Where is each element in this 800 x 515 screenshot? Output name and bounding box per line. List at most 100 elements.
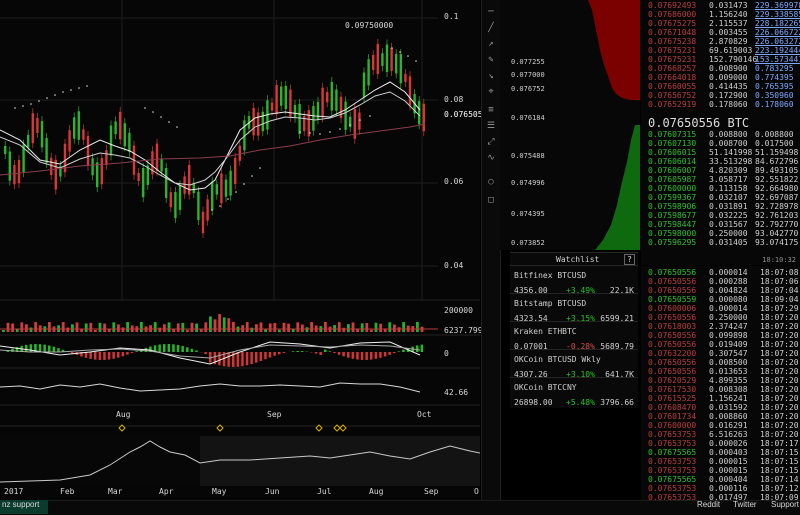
bid-row[interactable]: 0.07598447 0.031567 92.792770 [641, 220, 800, 229]
order-price: 0.07606014 [648, 157, 696, 166]
order-total: 0.178060 [755, 100, 794, 109]
chart-area[interactable]: 0.1 0.08 0.0765055 0.06 0.04 0.09750000 … [0, 0, 480, 500]
trade-row[interactable]: 0.07650556 0.099898 18:07:20 [641, 331, 800, 340]
macd-bar [237, 352, 240, 367]
macd-bar [361, 352, 364, 360]
trade-row[interactable]: 0.07650559 0.000080 18:09:04 [641, 295, 800, 304]
trade-row[interactable]: 0.07618003 2.374247 18:07:20 [641, 322, 800, 331]
trade-row[interactable]: 0.07650556 0.019409 18:07:20 [641, 340, 800, 349]
bid-row[interactable]: 0.07606015 51.141998 51.159498 [641, 148, 800, 157]
ask-row[interactable]: 0.07675275 2.115537 228.182265 [641, 19, 800, 28]
trade-row[interactable]: 0.07650556 0.013653 18:07:20 [641, 367, 800, 376]
macd-bar [315, 352, 318, 354]
ask-row[interactable]: 0.07660055 0.414435 0.765395 [641, 82, 800, 91]
footer-reddit-link[interactable]: Reddit [697, 500, 720, 509]
trade-row[interactable]: 0.07600000 0.016291 18:07:20 [641, 421, 800, 430]
trade-row[interactable]: 0.07632200 0.307547 18:07:20 [641, 349, 800, 358]
trade-price: 0.07650556 [648, 277, 696, 286]
trade-row[interactable]: 0.07653753 0.000015 18:07:15 [641, 457, 800, 466]
ask-row[interactable]: 0.07671048 0.003455 226.066722 [641, 28, 800, 37]
bid-row[interactable]: 0.07606007 4.820309 89.493105 [641, 166, 800, 175]
trade-row[interactable]: 0.07650556 0.004824 18:07:04 [641, 286, 800, 295]
trade-qty: 0.000015 [709, 457, 748, 466]
trade-row[interactable]: 0.07650556 0.250000 18:07:20 [641, 313, 800, 322]
ask-row[interactable]: 0.07675238 2.870829 226.063272 [641, 37, 800, 46]
text-icon[interactable]: ≡ [485, 104, 497, 116]
macd-bar [370, 352, 373, 360]
watchlist-help-icon[interactable]: ? [624, 254, 635, 265]
pencil-icon[interactable]: ✎ [485, 54, 497, 66]
ask-row[interactable]: 0.07692493 0.031473 229.369978 [641, 1, 800, 10]
order-qty: 0.031567 [709, 220, 748, 229]
trade-row[interactable]: 0.07601734 0.008860 18:07:20 [641, 412, 800, 421]
cursor-icon[interactable]: ⌖ [485, 86, 497, 98]
trade-row[interactable]: 0.07617530 0.008308 18:07:20 [641, 385, 800, 394]
trade-row[interactable]: 0.07675565 0.000403 18:07:15 [641, 448, 800, 457]
trade-row[interactable]: 0.07653753 6.516263 18:07:20 [641, 430, 800, 439]
macd-bar [103, 352, 106, 360]
volume-bar [103, 324, 106, 332]
volume-bar [246, 322, 249, 332]
time-top-sep: Sep [267, 410, 281, 419]
volume-bar [301, 325, 304, 332]
macd-bar [283, 352, 286, 353]
trade-row[interactable]: 0.07600006 0.000014 18:07:29 [641, 304, 800, 313]
bid-row[interactable]: 0.07598677 0.032225 92.761203 [641, 211, 800, 220]
trade-row[interactable]: 0.07608470 0.031592 18:07:20 [641, 403, 800, 412]
trade-row[interactable]: 0.07653753 0.000116 18:07:12 [641, 484, 800, 493]
ask-row[interactable]: 0.07652919 0.178060 0.178060 [641, 100, 800, 109]
line-icon[interactable]: ─ [485, 6, 497, 18]
order-price: 0.07605987 [648, 175, 696, 184]
trade-row[interactable]: 0.07653753 0.000015 18:07:15 [641, 466, 800, 475]
volume-bar [11, 324, 14, 332]
fib-icon[interactable]: ☰ [485, 120, 497, 132]
candle-body [160, 159, 162, 172]
bid-row[interactable]: 0.07600000 0.113158 92.664980 [641, 184, 800, 193]
trade-time: 18:07:20 [760, 385, 799, 394]
brush-icon[interactable]: ∿ [485, 152, 497, 164]
circle-icon[interactable]: ○ [485, 176, 497, 188]
bid-row[interactable]: 0.07598000 0.250000 93.042770 [641, 229, 800, 238]
bid-row[interactable]: 0.07607130 0.008700 0.017500 [641, 139, 800, 148]
ask-row[interactable]: 0.07675231 69.619003 223.192444 [641, 46, 800, 55]
trade-row[interactable]: 0.07650556 0.000288 18:07:06 [641, 277, 800, 286]
bid-row[interactable]: 0.07598906 0.031891 92.728978 [641, 202, 800, 211]
footer-support-label[interactable]: nz support [2, 500, 39, 509]
ask-row[interactable]: 0.07668257 0.008900 0.783295 [641, 64, 800, 73]
arrow-icon[interactable]: ↗ [485, 38, 497, 50]
trade-row[interactable]: 0.07650556 0.000014 18:07:08 [641, 268, 800, 277]
macd-bar [388, 352, 391, 355]
macd-bar [264, 352, 267, 359]
trade-row[interactable]: 0.07675565 0.000404 18:07:14 [641, 475, 800, 484]
bid-row[interactable]: 0.07596295 0.031405 93.074175 [641, 238, 800, 247]
footer-twitter-link[interactable]: Twitter [733, 500, 757, 509]
trade-qty: 0.250000 [709, 313, 748, 322]
candle-body [142, 168, 144, 197]
volume-bar [154, 322, 157, 332]
bid-row[interactable]: 0.07606014 33.513298 84.672796 [641, 157, 800, 166]
measure-icon[interactable]: ⤢ [485, 136, 497, 148]
trade-price: 0.07650556 [648, 367, 696, 376]
bid-row[interactable]: 0.07599367 0.032107 92.697087 [641, 193, 800, 202]
square-icon[interactable]: □ [485, 194, 497, 206]
footer-support-link[interactable]: Support [771, 500, 799, 509]
ray-icon[interactable]: ╱ [485, 22, 497, 34]
trade-time: 18:07:20 [760, 376, 799, 385]
order-qty: 0.031891 [709, 202, 748, 211]
bid-row[interactable]: 0.07607315 0.008800 0.008800 [641, 130, 800, 139]
diagonal-icon[interactable]: ↘ [485, 70, 497, 82]
ask-row[interactable]: 0.07675231 152.790146 153.573441 [641, 55, 800, 64]
ask-row[interactable]: 0.07656752 0.172900 0.350960 [641, 91, 800, 100]
trade-row[interactable]: 0.07620529 4.899355 18:07:20 [641, 376, 800, 385]
bid-row[interactable]: 0.07605987 3.058717 92.551822 [641, 175, 800, 184]
watchlist-item[interactable]: OKCoin BTCCNY 26898.00 +5.48% 3796.66 [510, 377, 638, 418]
ask-row[interactable]: 0.07664018 0.009000 0.774395 [641, 73, 800, 82]
macd-bar [273, 352, 276, 356]
trade-row[interactable]: 0.07653753 0.000026 18:07:17 [641, 439, 800, 448]
trade-price: 0.07600000 [648, 421, 696, 430]
ask-row[interactable]: 0.07686000 1.156240 229.338585 [641, 10, 800, 19]
order-price: 0.07656752 [648, 91, 696, 100]
trade-qty: 0.000288 [709, 277, 748, 286]
trade-row[interactable]: 0.07650556 0.008500 18:07:20 [641, 358, 800, 367]
trade-row[interactable]: 0.07615525 1.156241 18:07:20 [641, 394, 800, 403]
